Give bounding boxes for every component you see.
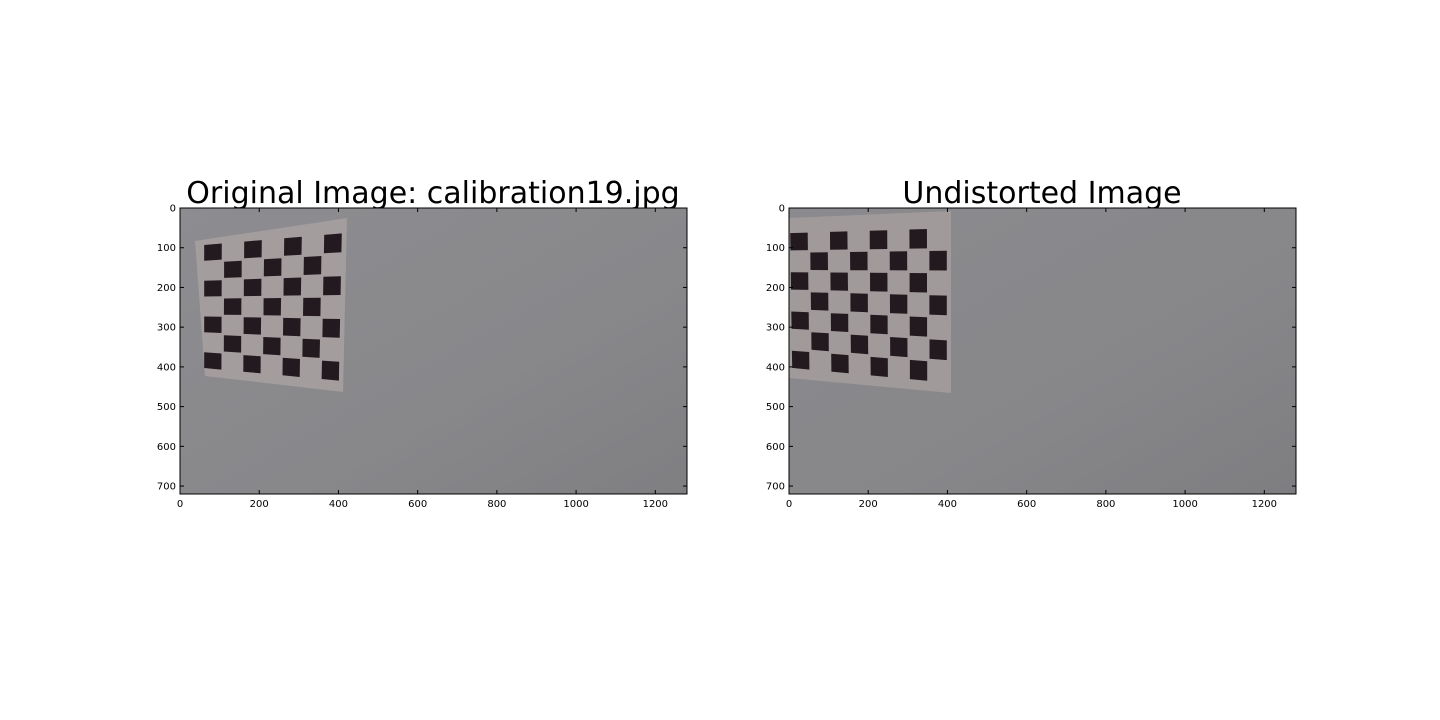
x-tick-label: 800: [487, 499, 506, 510]
y-tick-label: 0: [779, 204, 785, 215]
checker-square: [909, 229, 927, 249]
x-tick-label: 0: [177, 499, 183, 510]
checker-square: [790, 232, 808, 251]
y-tick-label: 100: [766, 243, 785, 254]
checker-square: [790, 272, 809, 290]
x-tick-label: 600: [408, 499, 427, 510]
checker-square: [909, 273, 927, 293]
panel-original: Original Image: calibration19.jpg 0 200 40…: [157, 176, 688, 510]
checkerboard: [790, 229, 947, 381]
checker-square: [322, 318, 341, 338]
y-tick-label: 200: [766, 283, 785, 294]
checker-square: [323, 233, 342, 254]
checker-square: [244, 240, 262, 259]
checker-square: [909, 316, 928, 337]
y-tick-label: 500: [766, 402, 785, 413]
axis-ticks: 0 200 400 600 800 1000 1200 0 100 200 300 400 500 600…: [766, 204, 1296, 510]
checker-square: [869, 230, 888, 250]
y-tick-label: 100: [157, 243, 176, 254]
checker-square: [243, 355, 261, 374]
checker-square: [204, 280, 222, 297]
checkerboard-paper: [789, 211, 951, 393]
checker-square: [224, 260, 242, 278]
checker-square: [810, 252, 828, 271]
checker-square: [204, 243, 222, 261]
checker-square: [890, 337, 908, 358]
x-tick-label: 200: [859, 499, 878, 510]
checker-square: [204, 316, 222, 333]
checker-square: [889, 251, 908, 271]
checker-square: [791, 350, 810, 370]
checker-square: [929, 339, 947, 361]
checker-square: [810, 292, 829, 311]
checker-square: [811, 332, 829, 352]
checker-square: [263, 337, 281, 356]
checker-square: [929, 295, 947, 316]
checker-square: [283, 277, 302, 296]
checker-square: [830, 231, 848, 250]
checker-square: [791, 311, 809, 330]
y-tick-label: 400: [157, 362, 176, 373]
checker-square: [870, 356, 888, 377]
checker-square: [303, 297, 321, 317]
x-tick-label: 1000: [1172, 499, 1197, 510]
checker-square: [321, 360, 340, 381]
checker-square: [263, 258, 282, 277]
axes-frame: [788, 207, 1297, 495]
y-tick-label: 600: [157, 442, 176, 453]
checker-square: [282, 357, 300, 377]
checker-square: [831, 353, 849, 374]
checker-square: [223, 335, 242, 353]
checker-square: [223, 298, 242, 315]
x-tick-label: 600: [1017, 499, 1036, 510]
checker-square: [243, 317, 262, 335]
checker-square: [870, 272, 888, 292]
checker-square: [284, 236, 302, 256]
checker-square: [870, 314, 888, 335]
image-undistorted: [789, 208, 1296, 494]
checker-square: [302, 338, 320, 358]
y-tick-label: 500: [157, 402, 176, 413]
checker-square: [204, 352, 222, 370]
checker-square: [303, 256, 322, 275]
checker-square: [909, 359, 928, 381]
image-original: [180, 208, 687, 494]
checker-square: [850, 293, 868, 313]
checker-square: [850, 334, 869, 355]
x-tick-label: 0: [786, 499, 792, 510]
x-tick-label: 1000: [563, 499, 588, 510]
checker-square: [243, 278, 262, 297]
y-tick-label: 700: [766, 482, 785, 493]
checker-square: [830, 313, 849, 332]
panel-undistorted: Undistorted Image 0 200 400 600 800 1000 12000…: [766, 176, 1297, 510]
axis-ticks: 0 200 400 600 800 1000 1200 0 100 200 300 400 500 600…: [157, 204, 687, 510]
checker-square: [323, 276, 341, 296]
x-tick-label: 400: [938, 499, 957, 510]
checker-square: [929, 250, 947, 271]
x-tick-label: 200: [250, 499, 269, 510]
panel-title: Original Image: calibration19.jpg: [186, 176, 679, 211]
checker-square: [830, 272, 848, 291]
checker-square: [263, 298, 282, 316]
checker-square: [889, 294, 908, 314]
checkerboard: [204, 233, 342, 381]
checker-square: [850, 251, 868, 271]
axes-frame: [179, 207, 688, 495]
x-tick-label: 400: [329, 499, 348, 510]
y-tick-label: 400: [766, 362, 785, 373]
x-tick-label: 800: [1096, 499, 1115, 510]
x-tick-label: 1200: [643, 499, 668, 510]
x-tick-label: 1200: [1252, 499, 1277, 510]
y-tick-label: 300: [157, 323, 176, 334]
y-tick-label: 300: [766, 323, 785, 334]
panel-title: Undistorted Image: [902, 176, 1181, 211]
y-tick-label: 600: [766, 442, 785, 453]
y-tick-label: 700: [157, 482, 176, 493]
y-tick-label: 200: [157, 283, 176, 294]
y-tick-label: 0: [170, 204, 176, 215]
checker-square: [283, 317, 301, 337]
